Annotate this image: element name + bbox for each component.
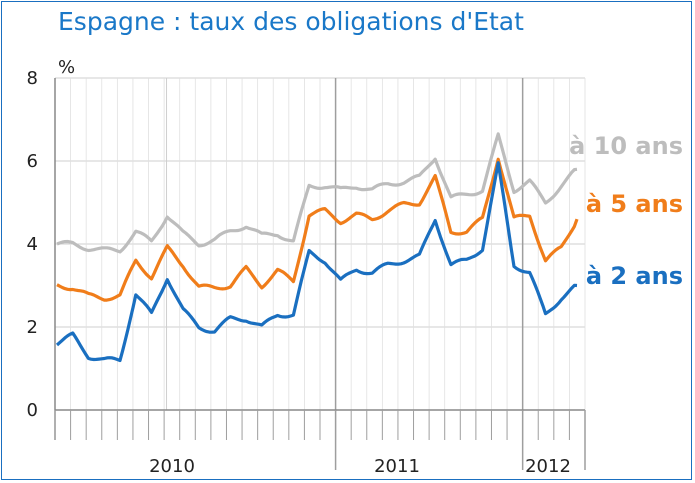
series-line-10y [56, 132, 578, 254]
x-tick-label: 2012 [525, 456, 571, 477]
y-tick-label: 8 [27, 68, 38, 89]
y-tick-label: 2 [27, 317, 38, 338]
series-line-2y [55, 161, 578, 363]
x-tick-label: 2011 [374, 456, 420, 477]
x-tick-label: 2010 [149, 456, 195, 477]
y-tick-label: 0 [27, 400, 38, 421]
series-label: à 2 ans [586, 262, 683, 290]
y-tick-label: 4 [27, 234, 38, 255]
series-label: à 5 ans [586, 190, 683, 218]
tick-labels: 0 2 4 6 8% 2010 2011 2012 [27, 57, 571, 477]
series-label: à 10 ans [569, 132, 683, 160]
series-labels: à 10 ans à 5 ans à 2 ans [569, 132, 683, 290]
chart-title: Espagne : taux des obligations d'Etat [58, 7, 524, 36]
y-unit-label: % [58, 57, 75, 78]
y-tick-label: 6 [27, 151, 38, 172]
series-line-5y [56, 157, 579, 302]
series-lines [55, 132, 579, 363]
axes [54, 78, 586, 470]
